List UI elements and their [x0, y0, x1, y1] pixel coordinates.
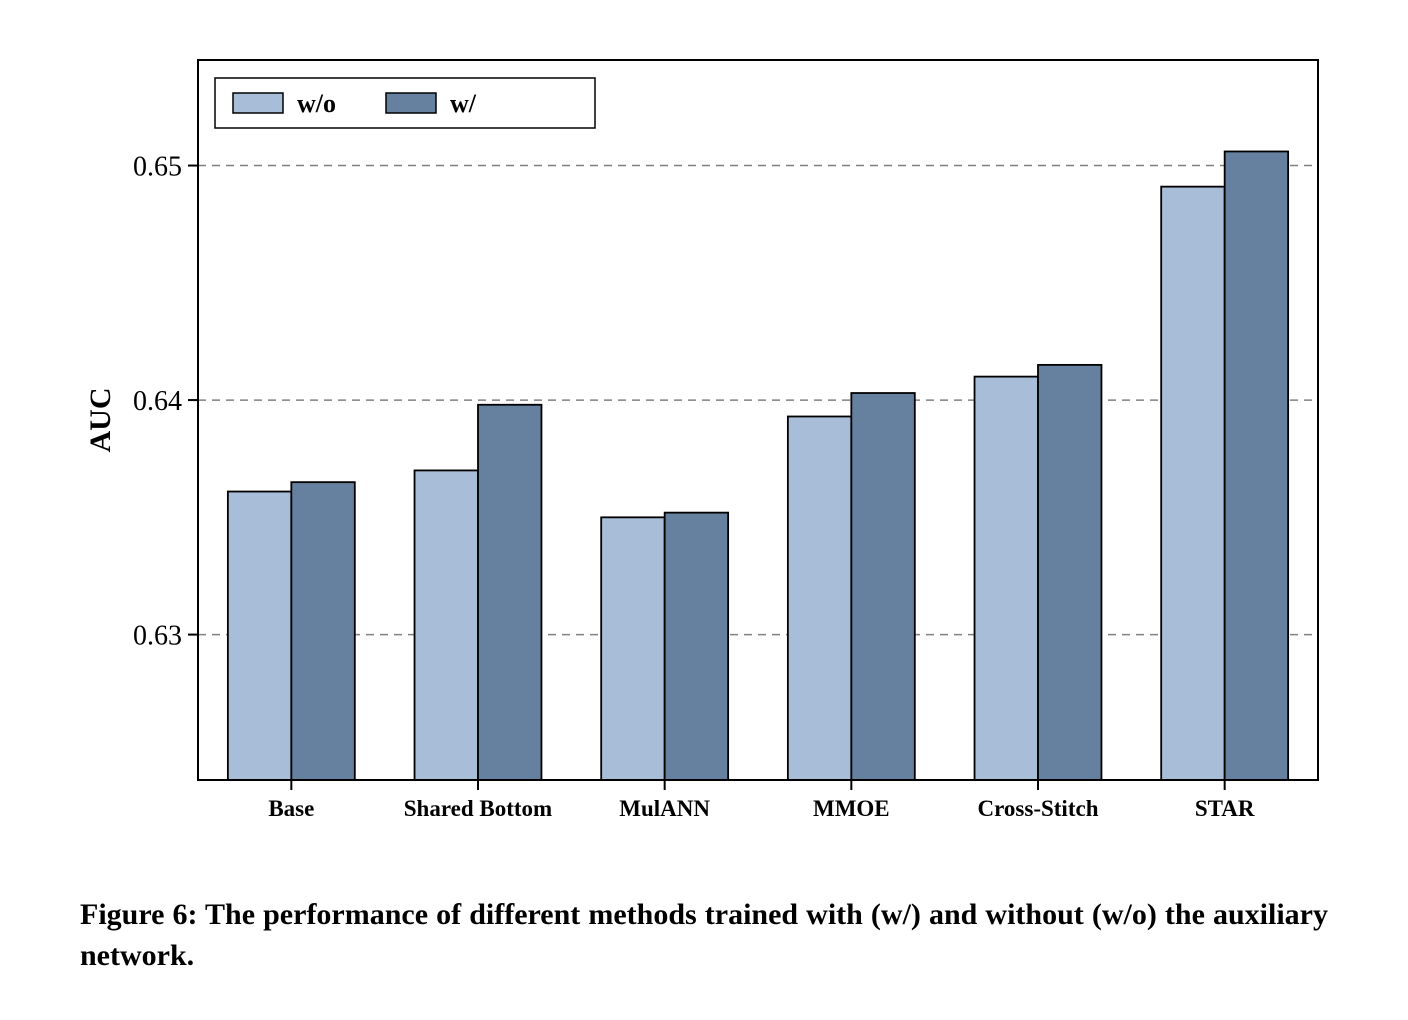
- xtick-label: Base: [268, 796, 314, 820]
- legend-swatch: [233, 93, 283, 113]
- bar-w/: [291, 482, 354, 780]
- ytick-label: 0.63: [133, 621, 182, 652]
- legend-label: w/o: [297, 89, 336, 118]
- xtick-label: MMOE: [813, 796, 890, 820]
- bar-w/: [665, 513, 728, 780]
- legend-label: w/: [450, 89, 477, 118]
- bar-w/: [851, 393, 914, 780]
- bar-w/o: [1161, 187, 1224, 780]
- xtick-label: STAR: [1195, 796, 1255, 820]
- bar-w/: [478, 405, 541, 780]
- bar-w/: [1038, 365, 1101, 780]
- y-axis-label: AUC: [84, 388, 117, 453]
- ytick-label: 0.64: [133, 386, 182, 417]
- xtick-label: Cross-Stitch: [978, 796, 1099, 820]
- bar-w/o: [415, 470, 478, 780]
- xtick-label: Shared Bottom: [404, 796, 552, 820]
- bar-w/o: [975, 377, 1038, 780]
- bar-w/o: [601, 517, 664, 780]
- legend-swatch: [386, 93, 436, 113]
- ytick-label: 0.65: [133, 152, 182, 183]
- figure-container: 0.63 0.64 0.65 Base Shared Bottom MulANN MMOE C…: [0, 0, 1408, 1020]
- bar-w/o: [228, 492, 291, 780]
- figure-caption: Figure 6: The performance of different m…: [80, 895, 1328, 976]
- xtick-label: MulANN: [619, 796, 710, 820]
- bar-w/: [1225, 151, 1288, 780]
- bar-w/o: [788, 416, 851, 780]
- auc-bar-chart: 0.63 0.64 0.65 Base Shared Bottom MulANN MMOE C…: [80, 50, 1328, 820]
